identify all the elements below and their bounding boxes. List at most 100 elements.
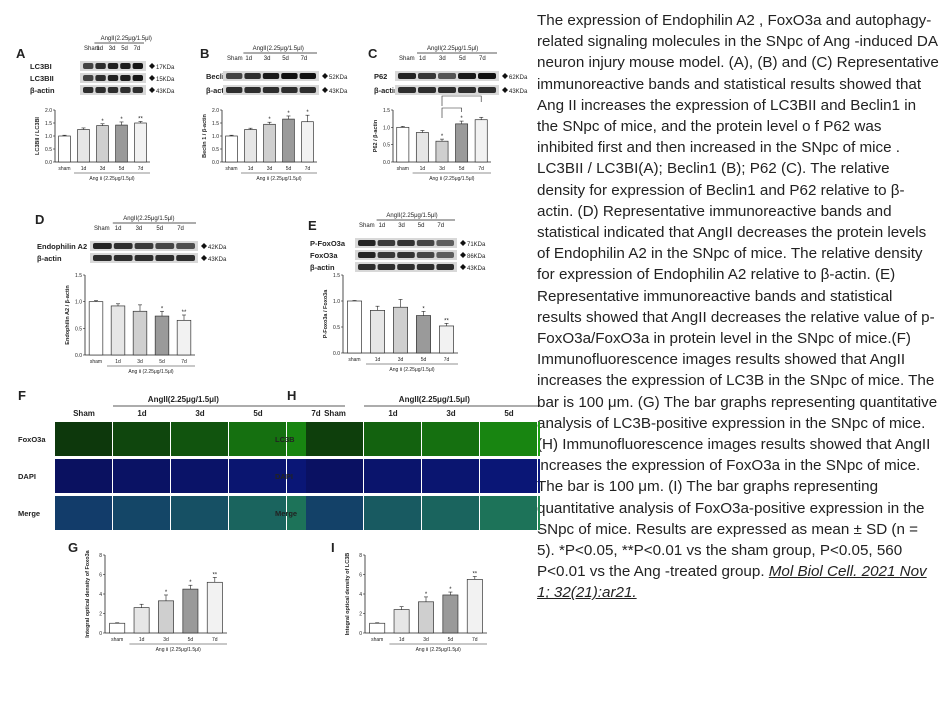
lane-label-B-0: Sham: [227, 56, 243, 62]
blot-band-A-0-1: [95, 63, 106, 69]
bar-G-0: [109, 622, 126, 634]
sig-mark-D-4: **: [182, 310, 187, 316]
blot-band-A-0-0: [83, 63, 94, 69]
if-image-H-2-1: [364, 496, 421, 530]
bar-chart-I: 0 2 4 6 8 Integral optical density of LC3B sha…: [345, 553, 487, 653]
x-tick-label-B-1: 1d: [248, 166, 254, 172]
bar-B-4: [301, 121, 314, 163]
lane-label-E-3: 5d: [418, 223, 425, 229]
bar-I-4: [466, 579, 483, 634]
blot-band-B-0-0: [226, 73, 243, 79]
blot-band-A-1-3: [120, 75, 131, 81]
x-tick-label-C-1: 1d: [420, 166, 426, 172]
if-lane-F-3: 5d: [253, 409, 262, 418]
if-image-F-2-1: [113, 496, 170, 530]
blot-band-A-2-3: [120, 87, 131, 93]
blot-band-E-2-1: [377, 264, 396, 270]
blot-band-B-0-2: [262, 73, 280, 79]
bar-E-0: [347, 300, 362, 354]
if-image-H-1-0: [306, 459, 363, 493]
blot-band-A-1-4: [132, 75, 143, 81]
if-row-label-F-2: Merge: [18, 509, 40, 518]
blot-band-C-1-2: [438, 87, 456, 93]
blot-band-D-1-1: [113, 255, 133, 261]
bar-C-2: [435, 140, 449, 163]
kda-marker-C-1: [502, 87, 508, 93]
lane-label-D-4: 7d: [177, 226, 184, 232]
if-image-F-1-0: [55, 459, 112, 493]
blot-band-A-2-1: [95, 87, 106, 93]
blot-band-E-1-0: [358, 252, 376, 258]
kda-marker-B-0: [322, 73, 328, 79]
blot-label-C-0: P62: [374, 72, 387, 81]
kda-marker-E-2: [460, 264, 466, 270]
lane-label-C-4: 7d: [479, 56, 486, 62]
sig-mark-G-2: *: [165, 590, 168, 596]
x-tick-label-E-3: 5d: [421, 357, 427, 363]
bar-C-1: [415, 132, 429, 163]
blot-label-A-2: β-actin: [30, 86, 55, 95]
blot-band-A-2-2: [107, 87, 119, 93]
blot-band-B-0-1: [244, 73, 261, 79]
panel-letter-I: I: [331, 540, 335, 555]
if-image-F-0-3: [229, 422, 286, 456]
lane-label-A-3: 5d: [121, 46, 128, 52]
bar-A-0: [58, 135, 71, 163]
blot-band-C-0-0: [398, 73, 416, 79]
if-image-H-1-2: [422, 459, 479, 493]
bar-A-2: [96, 125, 109, 163]
blot-band-C-0-3: [458, 73, 476, 79]
blot-label-D-0: Endophilin A2: [37, 242, 87, 251]
y-tick-label-B-0: 0.0: [212, 160, 219, 166]
blot-band-E-2-3: [416, 264, 435, 270]
blot-band-D-0-1: [113, 243, 133, 249]
kda-label-A-2: 43KDa: [156, 89, 175, 95]
bar-C-3: [455, 123, 469, 163]
lane-label-A-2: 3d: [109, 46, 116, 52]
if-row-label-F-1: DAPI: [18, 472, 36, 481]
x-tick-label-E-0: sham: [348, 357, 360, 363]
kda-label-E-0: 71KDa: [467, 242, 486, 248]
x-tick-label-D-0: sham: [90, 359, 102, 365]
y-axis-label-B: Beclin 1 / β-actin: [202, 114, 208, 158]
blot-band-B-0-3: [281, 73, 298, 79]
if-image-F-1-3: [229, 459, 286, 493]
if-image-H-0-2: [422, 422, 479, 456]
y-axis-label-G: Integral optical density of Foxo3a: [85, 549, 91, 637]
if-image-F-1-2: [171, 459, 228, 493]
sig-mark-G-4: **: [212, 572, 217, 578]
sig-mark-I-2: *: [425, 592, 428, 598]
kda-marker-C-0: [502, 73, 508, 79]
sig-mark-E-4: **: [444, 318, 449, 324]
bar-E-1: [370, 310, 385, 354]
kda-marker-A-1: [149, 75, 155, 81]
x-tick-label-G-2: 3d: [163, 637, 169, 643]
bar-D-3: [154, 315, 170, 356]
x-axis-label-G: Ang Ⅱ (2.25μg/1.5μl): [156, 647, 202, 653]
if-group-header-F: AngII(2.25μg/1.5μl): [148, 395, 219, 404]
y-tick-label-G-2: 4: [99, 592, 102, 598]
sig-mark-A-4: **: [138, 116, 143, 122]
blot-band-A-2-0: [83, 87, 94, 93]
x-tick-label-A-0: sham: [58, 166, 70, 172]
lane-label-B-1: 1d: [245, 56, 252, 62]
blot-label-B-0: Beclin1: [206, 72, 233, 81]
blot-band-D-0-0: [93, 243, 112, 249]
panel-letter-H: H: [287, 388, 296, 403]
lane-label-B-3: 5d: [282, 56, 289, 62]
bar-I-1: [393, 609, 410, 634]
if-image-H-1-3: [480, 459, 537, 493]
y-tick-label-I-4: 8: [359, 553, 362, 559]
blot-band-A-0-2: [107, 63, 119, 69]
sig-mark-A-2: *: [101, 119, 104, 125]
lane-label-A-0: Sham: [84, 46, 100, 52]
panel-letter-B: B: [200, 46, 209, 61]
kda-label-A-0: 17KDa: [156, 65, 175, 71]
lane-label-B-4: 7d: [301, 56, 308, 62]
if-lane-H-1: 1d: [388, 409, 397, 418]
caption-citation: Mol Biol Cell. 2021 Nov 1; 32(21):ar21.: [537, 563, 927, 602]
kda-marker-A-2: [149, 87, 155, 93]
blot-band-A-1-1: [95, 75, 106, 81]
blot-band-E-0-3: [416, 240, 435, 246]
